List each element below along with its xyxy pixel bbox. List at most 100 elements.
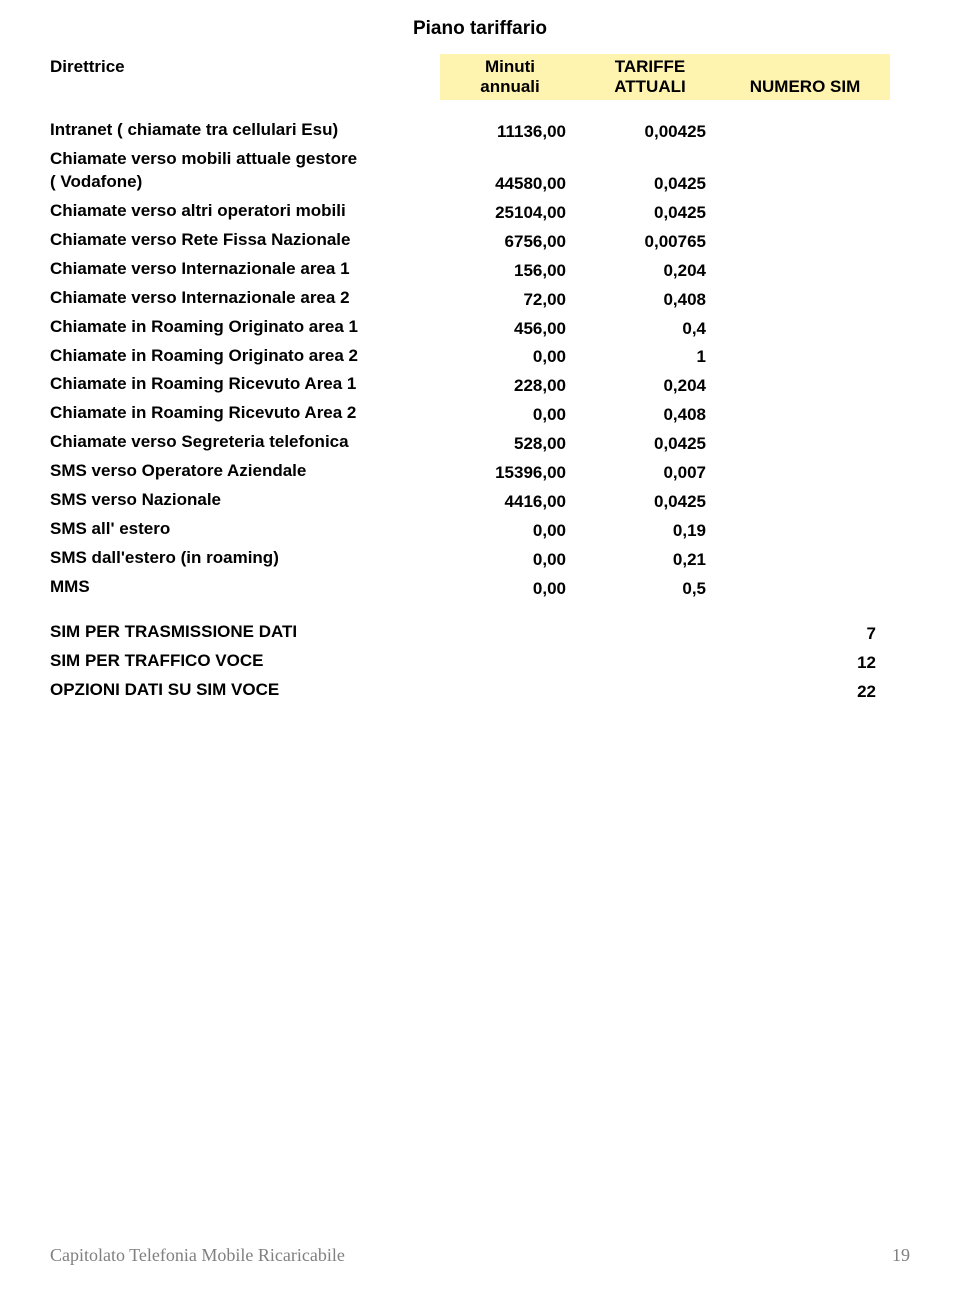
sim-row-numero: 12 (720, 650, 890, 676)
row-minuti: 11136,00 (440, 119, 580, 145)
table-row: SMS all' estero0,000,19 (50, 515, 910, 544)
table-row: Chiamate in Roaming Originato area 1456,… (50, 313, 910, 342)
row-numero (720, 307, 890, 313)
page-footer: Capitolato Telefonia Mobile Ricaricabile… (50, 1245, 910, 1266)
row-numero (720, 422, 890, 428)
sim-row-tariffa (580, 699, 720, 705)
row-tariffa: 1 (580, 344, 720, 370)
header-minuti-l2: annuali (480, 77, 540, 96)
sim-row-tariffa (580, 670, 720, 676)
row-tariffa: 0,00765 (580, 229, 720, 255)
header-minuti-l1: Minuti (485, 57, 535, 76)
row-label: Intranet ( chiamate tra cellulari Esu) (50, 116, 440, 145)
table-row: SMS verso Nazionale4416,000,0425 (50, 486, 910, 515)
sim-row-label: SIM PER TRAFFICO VOCE (50, 647, 440, 676)
row-minuti: 456,00 (440, 316, 580, 342)
table-row: MMS0,000,5 (50, 573, 910, 602)
row-numero (720, 480, 890, 486)
table-row: Chiamate in Roaming Originato area 20,00… (50, 342, 910, 371)
row-minuti: 0,00 (440, 344, 580, 370)
row-numero (720, 249, 890, 255)
sim-row-minuti (440, 699, 580, 705)
row-label: Chiamate in Roaming Originato area 1 (50, 313, 440, 342)
footer-left: Capitolato Telefonia Mobile Ricaricabile (50, 1245, 345, 1266)
row-minuti: 0,00 (440, 518, 580, 544)
row-label: SMS all' estero (50, 515, 440, 544)
row-label: Chiamate verso Internazionale area 2 (50, 284, 440, 313)
table-row: Intranet ( chiamate tra cellulari Esu)11… (50, 116, 910, 145)
row-minuti: 25104,00 (440, 200, 580, 226)
row-label: Chiamate in Roaming Ricevuto Area 2 (50, 399, 440, 428)
header-minuti: Minuti annuali (440, 54, 580, 100)
header-direttrice: Direttrice (50, 54, 440, 100)
row-label: Chiamate verso Rete Fissa Nazionale (50, 226, 440, 255)
row-minuti: 6756,00 (440, 229, 580, 255)
sim-row-numero: 7 (720, 621, 890, 647)
table-row: SIM PER TRAFFICO VOCE 12 (50, 647, 910, 676)
table-row: SIM PER TRASMISSIONE DATI 7 (50, 618, 910, 647)
row-numero (720, 538, 890, 544)
row-minuti: 0,00 (440, 402, 580, 428)
header-numero-sim-text: NUMERO SIM (750, 77, 861, 96)
row-tariffa: 0,5 (580, 576, 720, 602)
row-tariffa: 0,0425 (580, 200, 720, 226)
sim-row-numero: 22 (720, 679, 890, 705)
row-numero (720, 191, 890, 197)
row-minuti: 72,00 (440, 287, 580, 313)
row-label: MMS (50, 573, 440, 602)
header-tariffe-l1: TARIFFE (615, 57, 686, 76)
sim-row-minuti (440, 641, 580, 647)
row-minuti: 15396,00 (440, 460, 580, 486)
row-numero (720, 220, 890, 226)
sim-row-label: SIM PER TRASMISSIONE DATI (50, 618, 440, 647)
row-tariffa: 0,0425 (580, 171, 720, 197)
row-tariffa: 0,19 (580, 518, 720, 544)
table-row: Chiamate verso altri operatori mobili251… (50, 197, 910, 226)
table-row: OPZIONI DATI SU SIM VOCE 22 (50, 676, 910, 705)
row-label: Chiamate verso Internazionale area 1 (50, 255, 440, 284)
row-tariffa: 0,00425 (580, 119, 720, 145)
row-label: Chiamate verso Segreteria telefonica (50, 428, 440, 457)
table-row: Chiamate verso Segreteria telefonica528,… (50, 428, 910, 457)
table-row: SMS dall'estero (in roaming)0,000,21 (50, 544, 910, 573)
row-tariffa: 0,4 (580, 316, 720, 342)
row-tariffa: 0,007 (580, 460, 720, 486)
row-minuti: 0,00 (440, 576, 580, 602)
row-label: Chiamate verso altri operatori mobili (50, 197, 440, 226)
row-numero (720, 451, 890, 457)
sim-row-tariffa (580, 641, 720, 647)
row-minuti: 228,00 (440, 373, 580, 399)
row-label: SMS dall'estero (in roaming) (50, 544, 440, 573)
row-label: SMS verso Nazionale (50, 486, 440, 515)
row-label: SMS verso Operatore Aziendale (50, 457, 440, 486)
row-minuti: 528,00 (440, 431, 580, 457)
row-tariffa: 0,408 (580, 402, 720, 428)
row-numero (720, 278, 890, 284)
table-row: Chiamate verso Internazionale area 272,0… (50, 284, 910, 313)
table-row: Chiamate verso Rete Fissa Nazionale6756,… (50, 226, 910, 255)
row-minuti: 4416,00 (440, 489, 580, 515)
row-numero (720, 596, 890, 602)
row-tariffa: 0,408 (580, 287, 720, 313)
row-tariffa: 0,204 (580, 258, 720, 284)
table-row: Chiamate in Roaming Ricevuto Area 20,000… (50, 399, 910, 428)
row-tariffa: 0,0425 (580, 431, 720, 457)
sim-row-minuti (440, 670, 580, 676)
header-tariffe-l2: ATTUALI (614, 77, 685, 96)
row-label: Chiamate in Roaming Ricevuto Area 1 (50, 370, 440, 399)
table-row: Chiamate in Roaming Ricevuto Area 1228,0… (50, 370, 910, 399)
table-header: Direttrice Minuti annuali TARIFFE ATTUAL… (50, 54, 910, 100)
row-minuti: 0,00 (440, 547, 580, 573)
row-numero (720, 567, 890, 573)
row-tariffa: 0,0425 (580, 489, 720, 515)
row-label: Chiamate verso mobili attuale gestore( V… (50, 145, 440, 197)
row-minuti: 44580,00 (440, 171, 580, 197)
row-minuti: 156,00 (440, 258, 580, 284)
row-tariffa: 0,204 (580, 373, 720, 399)
header-tariffe: TARIFFE ATTUALI (580, 54, 720, 100)
row-label: Chiamate in Roaming Originato area 2 (50, 342, 440, 371)
table-row: Chiamate verso Internazionale area 1156,… (50, 255, 910, 284)
row-numero (720, 393, 890, 399)
footer-page-number: 19 (892, 1245, 910, 1266)
sim-row-label: OPZIONI DATI SU SIM VOCE (50, 676, 440, 705)
